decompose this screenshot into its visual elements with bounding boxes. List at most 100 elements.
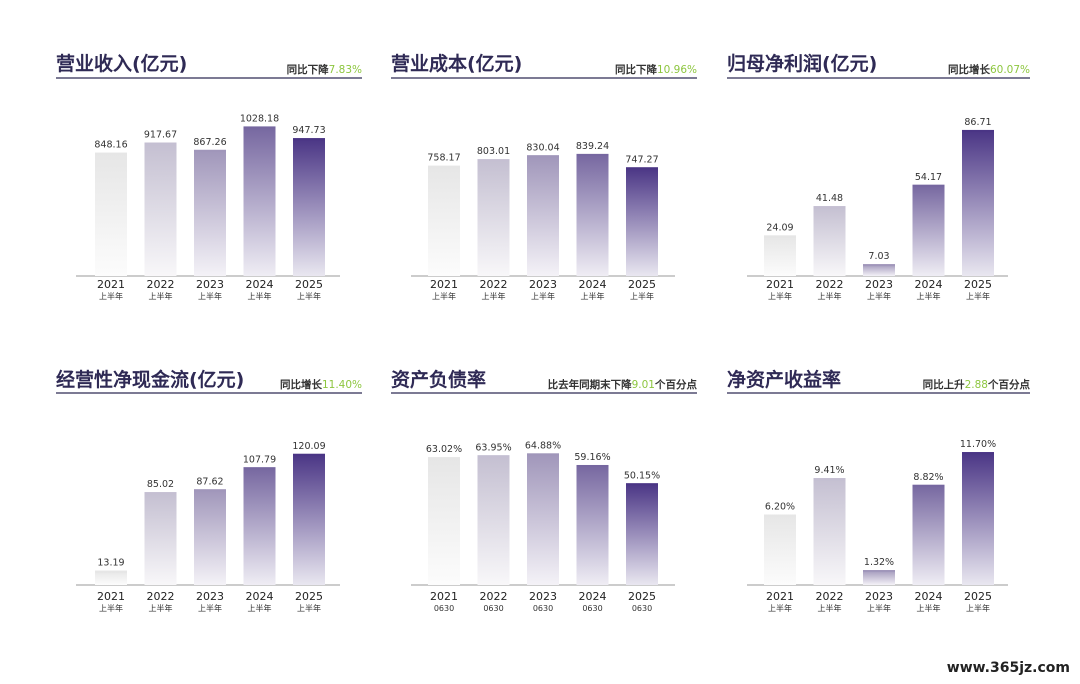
category-sublabel: 上半年: [966, 603, 990, 613]
bar-2022: [813, 206, 846, 276]
value-label: 59.16%: [574, 452, 610, 463]
category-label: 2021: [97, 590, 125, 603]
category-sublabel: 上半年: [917, 291, 941, 301]
bar-cap-2025: [626, 167, 658, 170]
category-sublabel: 上半年: [432, 291, 456, 301]
bar-2025: [626, 483, 658, 585]
bar-cap-2021: [764, 514, 796, 517]
category-label: 2024: [246, 278, 274, 291]
bar-cap-2022: [813, 478, 846, 481]
bar-cap-2022: [477, 455, 510, 458]
category-sublabel: 上半年: [768, 603, 792, 613]
category-label: 2022: [147, 590, 175, 603]
bar-cap-2021: [428, 165, 460, 168]
bar-cap-2025: [962, 129, 994, 132]
bar-2025: [293, 138, 325, 276]
category-label: 2023: [865, 278, 893, 291]
category-label: 2021: [430, 278, 458, 291]
category-sublabel: 0630: [483, 604, 503, 613]
category-label: 2024: [579, 278, 607, 291]
bar-cap-2025: [962, 452, 994, 455]
category-sublabel: 0630: [582, 604, 602, 613]
value-label: 867.26: [193, 137, 226, 148]
value-label: 8.82%: [913, 472, 943, 483]
change-note-value: 9.01: [632, 379, 655, 391]
value-label: 803.01: [477, 146, 510, 157]
change-note-value: 10.96%: [657, 64, 697, 76]
category-sublabel: 上半年: [297, 291, 321, 301]
value-label: 107.79: [243, 454, 276, 465]
change-note: 同比上升2.88个百分点: [923, 378, 1031, 391]
change-note-suffix: 个百分点: [654, 378, 697, 391]
bar-cap-2024: [243, 467, 276, 470]
category-label: 2021: [430, 590, 458, 603]
category-label: 2022: [816, 278, 844, 291]
value-label: 87.62: [196, 476, 223, 487]
change-note-value: 7.83%: [329, 64, 362, 76]
bar-2023: [527, 155, 559, 276]
value-label: 947.73: [292, 125, 325, 136]
bar-cap-2021: [95, 570, 127, 573]
bar-2023: [863, 570, 895, 585]
bar-cap-2024: [243, 126, 276, 129]
change-note: 同比下降10.96%: [615, 63, 697, 76]
category-label: 2022: [147, 278, 175, 291]
category-label: 2024: [915, 278, 943, 291]
bar-2024: [243, 467, 276, 585]
chart-title: 净资产收益率: [727, 368, 841, 391]
bar-2021: [428, 165, 460, 276]
category-sublabel: 上半年: [818, 291, 842, 301]
value-label: 120.09: [292, 441, 325, 452]
bar-cap-2022: [144, 142, 177, 145]
bar-2025: [626, 167, 658, 276]
watermark-text: www.365jz.com: [946, 660, 1070, 676]
category-label: 2021: [766, 278, 794, 291]
change-note-prefix: 同比增长: [280, 378, 322, 391]
value-label: 50.15%: [624, 470, 660, 481]
category-label: 2022: [480, 590, 508, 603]
bar-cap-2023: [527, 453, 559, 456]
bar-2023: [194, 489, 226, 585]
value-label: 85.02: [147, 479, 174, 490]
category-sublabel: 上半年: [248, 291, 272, 301]
category-sublabel: 上半年: [99, 291, 123, 301]
category-sublabel: 上半年: [198, 291, 222, 301]
bar-2023: [194, 149, 226, 276]
category-sublabel: 0630: [434, 604, 454, 613]
category-sublabel: 上半年: [149, 603, 173, 613]
bar-2022: [144, 492, 177, 585]
value-label: 830.04: [526, 142, 559, 153]
change-note-prefix: 同比下降: [287, 63, 329, 76]
category-label: 2025: [964, 278, 992, 291]
bar-cap-2023: [194, 489, 226, 492]
value-label: 11.70%: [960, 439, 996, 450]
value-label: 13.19: [97, 558, 124, 569]
bar-cap-2024: [576, 153, 609, 156]
category-label: 2023: [529, 590, 557, 603]
bar-2025: [962, 129, 994, 276]
change-note-value: 2.88: [965, 379, 988, 391]
category-sublabel: 上半年: [297, 603, 321, 613]
category-sublabel: 上半年: [630, 291, 654, 301]
bar-2024: [912, 184, 945, 276]
category-label: 2023: [529, 278, 557, 291]
bar-2021: [95, 570, 127, 585]
bar-2025: [962, 452, 994, 585]
change-note-value: 11.40%: [322, 379, 362, 391]
value-label: 64.88%: [525, 440, 561, 451]
value-label: 848.16: [94, 140, 127, 151]
value-label: 917.67: [144, 130, 177, 141]
bar-2024: [912, 484, 945, 585]
bar-cap-2021: [764, 235, 796, 238]
category-label: 2025: [295, 590, 323, 603]
category-sublabel: 上半年: [248, 603, 272, 613]
bar-2024: [243, 126, 276, 276]
value-label: 86.71: [964, 117, 991, 128]
value-label: 758.17: [427, 153, 460, 164]
category-label: 2024: [915, 590, 943, 603]
bar-2022: [477, 159, 510, 276]
value-label: 1028.18: [240, 113, 279, 124]
bar-2021: [428, 457, 460, 585]
category-sublabel: 上半年: [482, 291, 506, 301]
bar-2021: [764, 514, 796, 585]
